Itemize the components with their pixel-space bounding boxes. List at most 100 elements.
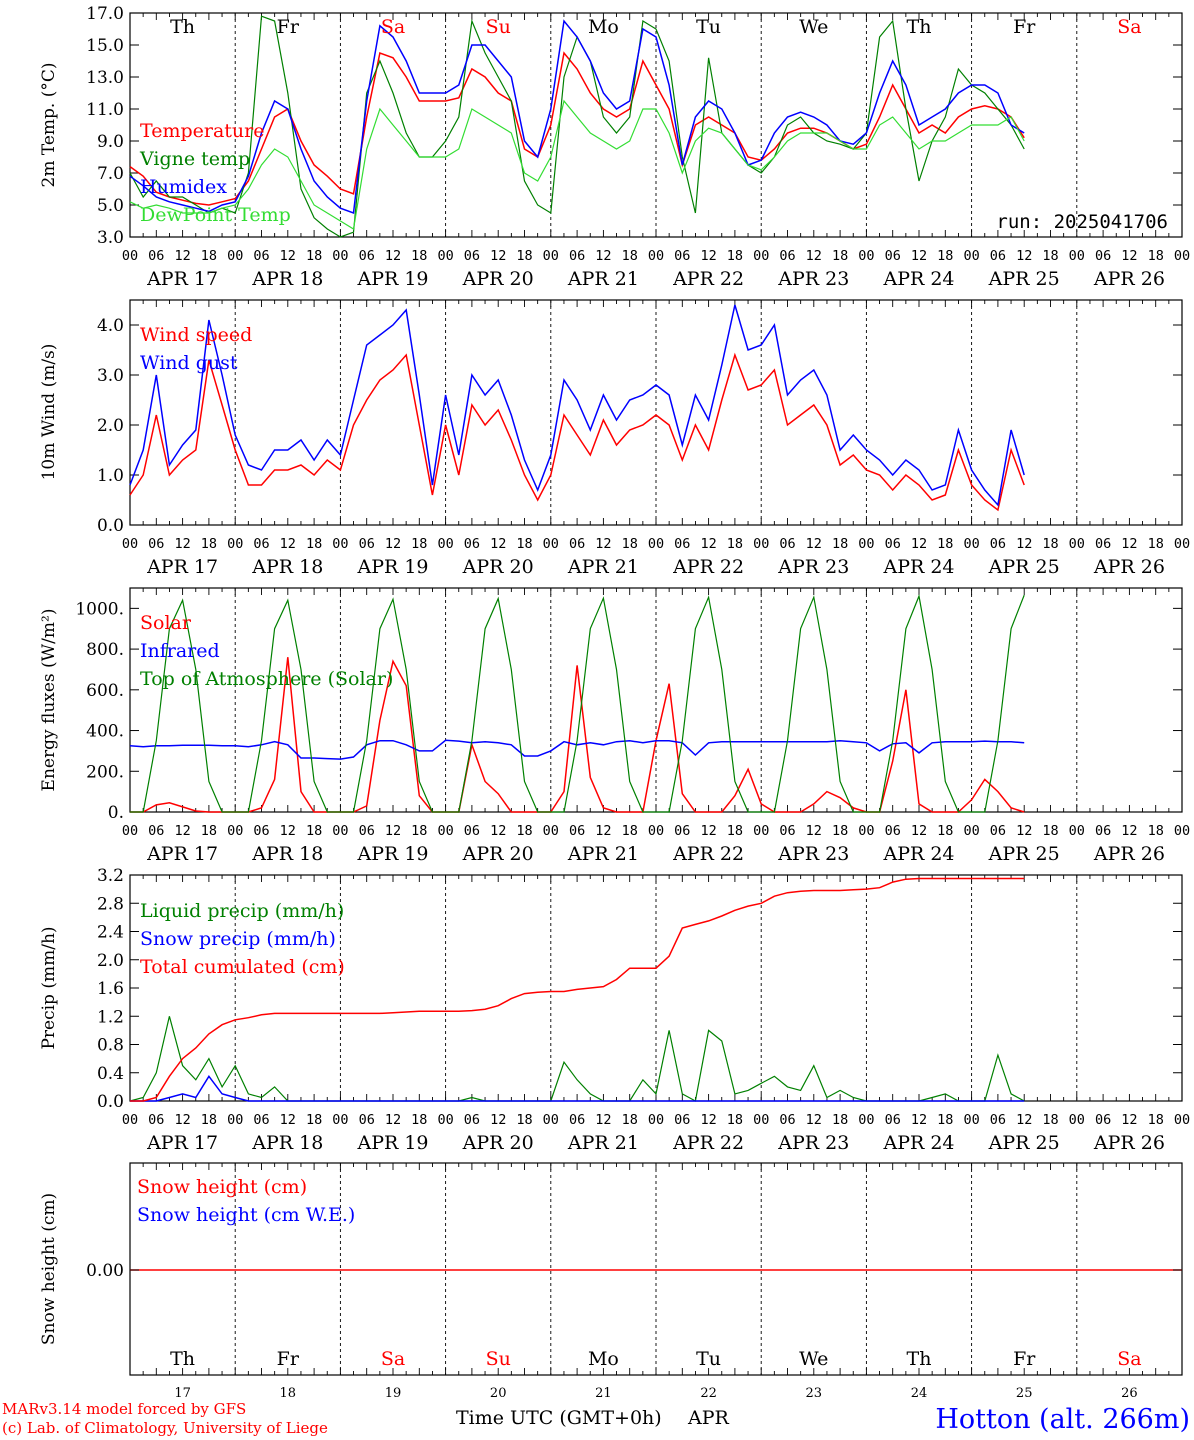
hour-label: 18 [516, 1112, 532, 1128]
y-tick-label: 1000. [75, 599, 124, 619]
hour-label: 18 [411, 536, 427, 552]
hour-label: 00 [332, 823, 348, 839]
date-label: APR 17 [146, 268, 218, 290]
hour-label: 06 [464, 1112, 480, 1128]
legend-entry: DewPoint Temp [140, 204, 291, 226]
date-label: APR 26 [1093, 268, 1165, 290]
date-label: APR 23 [777, 1132, 849, 1154]
date-label: APR 18 [251, 556, 323, 578]
day-label: We [799, 16, 828, 38]
hour-label: 12 [385, 248, 401, 264]
y-tick-label: 1.6 [97, 979, 124, 999]
hour-label: 06 [779, 248, 795, 264]
date-label: APR 20 [462, 268, 534, 290]
hour-label: 18 [201, 1112, 217, 1128]
hour-label: 18 [1042, 1112, 1058, 1128]
y-tick-label: 2.8 [97, 894, 124, 914]
y-tick-label: 9.0 [97, 132, 124, 152]
series-line-wind-speed [129, 352, 1025, 512]
hour-label: 12 [911, 1112, 927, 1128]
hour-label: 06 [885, 536, 901, 552]
date-label: APR 26 [1093, 1132, 1165, 1154]
hour-label: 00 [1174, 536, 1190, 552]
hour-label: 00 [122, 536, 138, 552]
day-number: 22 [700, 1386, 717, 1401]
date-label: APR 25 [988, 556, 1060, 578]
date-label: APR 20 [462, 843, 534, 865]
hour-label: 00 [227, 1112, 243, 1128]
date-label: APR 22 [672, 268, 744, 290]
y-tick-label: 1.2 [97, 1007, 124, 1027]
hour-label: 06 [148, 536, 164, 552]
hour-label: 00 [963, 1112, 979, 1128]
hour-label: 18 [832, 1112, 848, 1128]
legend-entry: Snow height (cm W.E.) [137, 1204, 355, 1226]
y-axis-label: 2m Temp. (°C) [39, 62, 59, 187]
legend-entry: Humidex [140, 176, 227, 198]
hour-label: 06 [148, 823, 164, 839]
hour-label: 12 [385, 536, 401, 552]
panel-3 [129, 587, 1183, 813]
hour-label: 00 [963, 823, 979, 839]
hour-label: 00 [122, 1112, 138, 1128]
date-label: APR 22 [672, 1132, 744, 1154]
date-label: APR 21 [567, 843, 639, 865]
hour-label: 12 [911, 248, 927, 264]
hour-label: 12 [280, 823, 296, 839]
date-label: APR 17 [146, 843, 218, 865]
hour-label: 00 [543, 1112, 559, 1128]
hour-label: 12 [1121, 536, 1137, 552]
hour-label: 12 [806, 823, 822, 839]
hour-label: 12 [1016, 1112, 1032, 1128]
hour-label: 18 [937, 823, 953, 839]
hour-label: 12 [700, 248, 716, 264]
y-tick-label: 3.2 [97, 866, 124, 886]
hour-label: 12 [174, 248, 190, 264]
date-label: APR 19 [356, 1132, 428, 1154]
date-label: APR 20 [462, 1132, 534, 1154]
hour-label: 06 [990, 248, 1006, 264]
hour-label: 00 [227, 248, 243, 264]
hour-label: 00 [332, 1112, 348, 1128]
hour-label: 18 [1042, 536, 1058, 552]
hour-label: 06 [569, 1112, 585, 1128]
hour-label: 00 [437, 1112, 453, 1128]
series-line-temperature [129, 51, 1025, 206]
day-label: Th [170, 1348, 195, 1370]
legend-entry: Temperature [140, 120, 264, 142]
hour-label: 12 [385, 823, 401, 839]
date-label: APR 18 [251, 268, 323, 290]
hour-label: 00 [753, 248, 769, 264]
hour-label: 00 [227, 536, 243, 552]
hour-label: 06 [885, 1112, 901, 1128]
hour-label: 12 [595, 536, 611, 552]
y-tick-label: 2.0 [97, 951, 124, 971]
y-tick-label: 0.8 [97, 1036, 124, 1056]
hour-label: 00 [753, 823, 769, 839]
day-label: Mo [588, 16, 619, 38]
hour-label: 00 [437, 536, 453, 552]
footer-model: MARv3.14 model forced by GFS [2, 1400, 246, 1418]
series-line-liquid-precip-mm-h- [129, 1016, 1025, 1102]
y-tick-label: 600. [86, 681, 124, 701]
hour-label: 06 [464, 823, 480, 839]
hour-label: 00 [1069, 1112, 1085, 1128]
date-label: APR 17 [146, 1132, 218, 1154]
day-label: Sa [381, 16, 405, 38]
y-tick-label: 1.0 [97, 466, 124, 486]
hour-label: 06 [1095, 1112, 1111, 1128]
y-tick-label: 0.0 [97, 516, 124, 536]
hour-label: 00 [1174, 1112, 1190, 1128]
hour-label: 18 [622, 823, 638, 839]
y-tick-label: 15.0 [86, 36, 124, 56]
hour-label: 18 [1042, 823, 1058, 839]
day-label: Fr [277, 16, 300, 38]
legend-entry: Wind gust [140, 352, 238, 374]
day-label: Su [486, 16, 511, 38]
hour-label: 00 [1069, 248, 1085, 264]
y-tick-label: 0.4 [97, 1064, 124, 1084]
y-tick-label: 200. [86, 762, 124, 782]
run-annotation: run: 2025041706 [996, 211, 1168, 233]
day-label: Tu [696, 1348, 721, 1370]
hour-label: 00 [648, 823, 664, 839]
